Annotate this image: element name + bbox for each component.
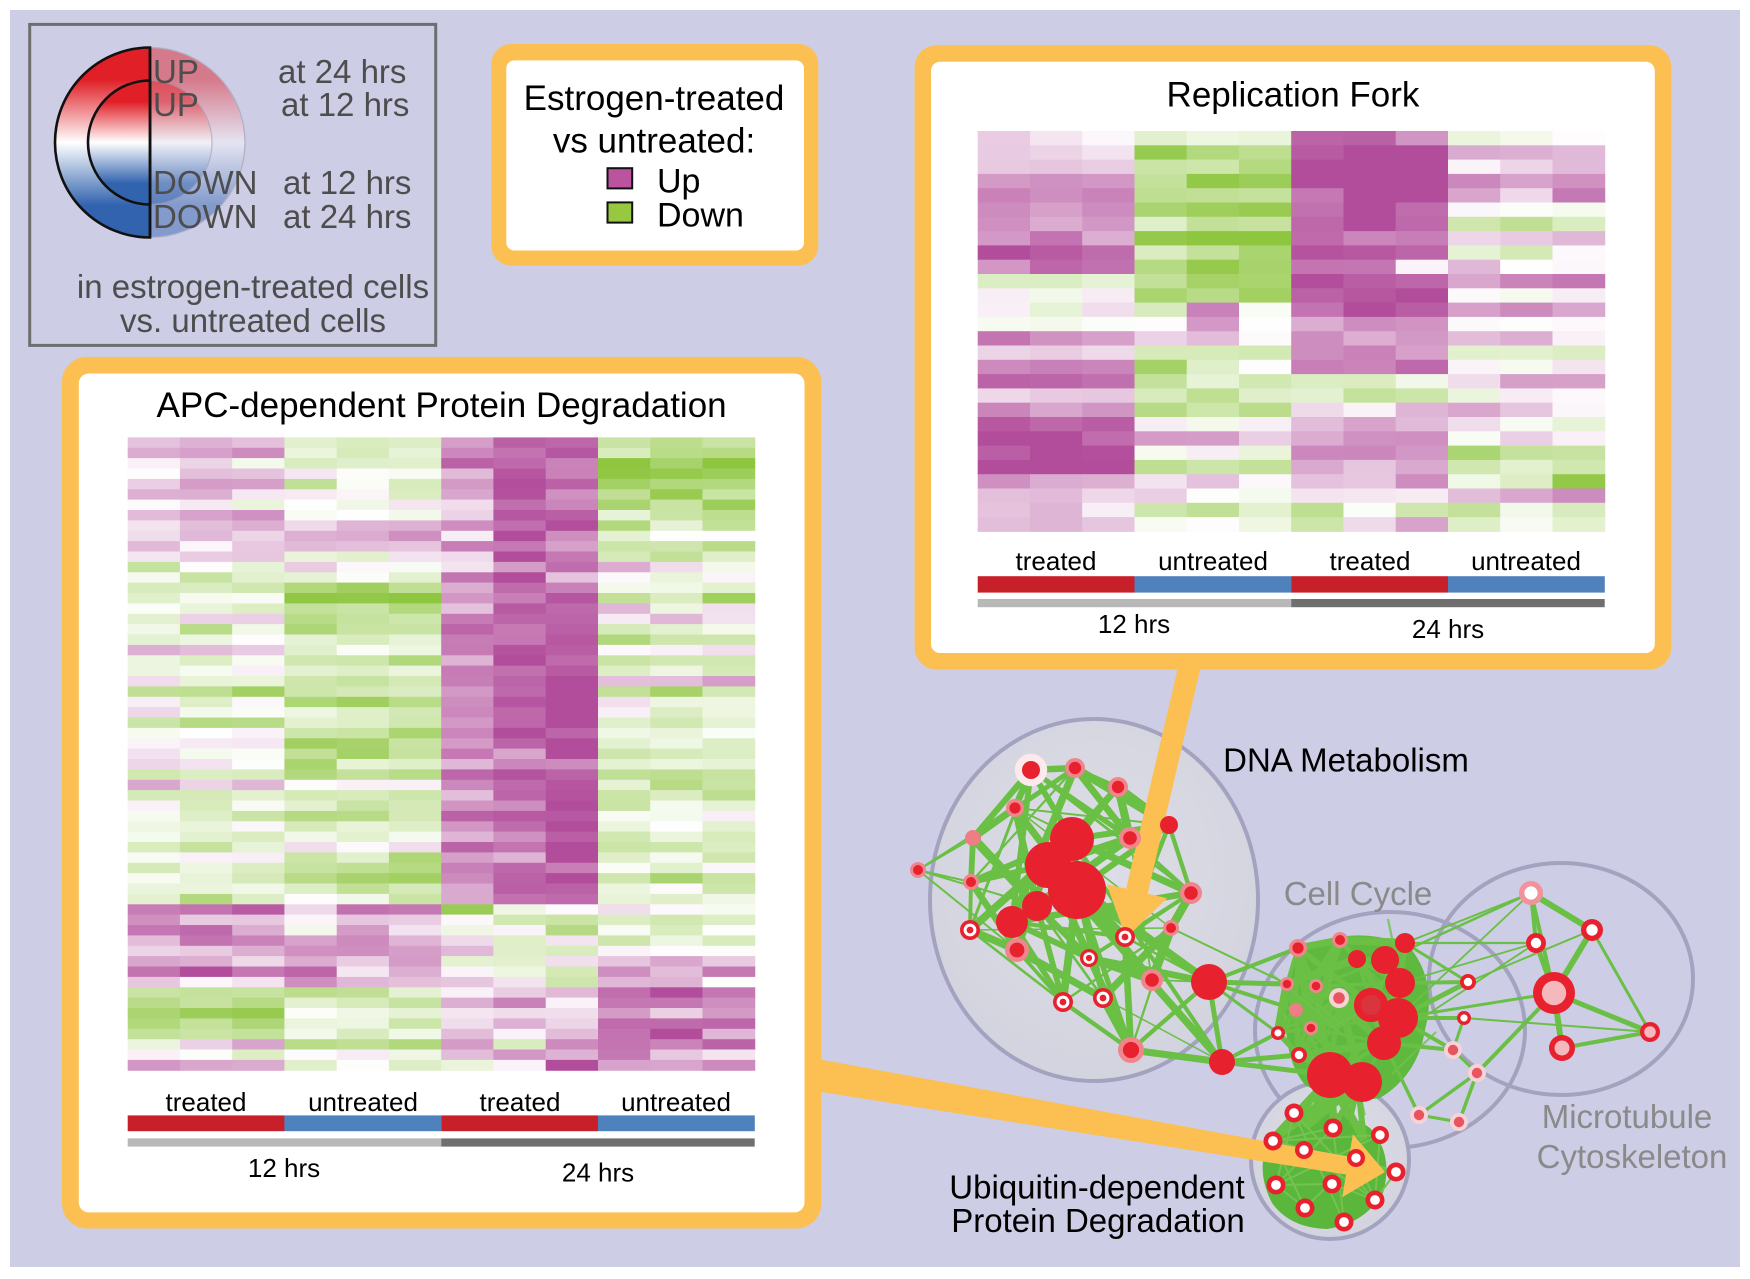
svg-text:DOWN: DOWN: [153, 198, 257, 235]
svg-text:at 24 hrs: at 24 hrs: [278, 53, 406, 90]
svg-text:Cytoskeleton: Cytoskeleton: [1537, 1138, 1728, 1175]
svg-text:UP: UP: [153, 86, 199, 123]
svg-text:untreated: untreated: [308, 1087, 418, 1117]
svg-text:Ubiquitin-dependent: Ubiquitin-dependent: [949, 1169, 1244, 1206]
svg-text:24 hrs: 24 hrs: [562, 1158, 634, 1188]
svg-text:12 hrs: 12 hrs: [1098, 609, 1170, 639]
svg-text:Cell Cycle: Cell Cycle: [1284, 875, 1433, 912]
svg-text:at 12 hrs: at 12 hrs: [283, 164, 411, 201]
svg-text:Estrogen-treated: Estrogen-treated: [524, 79, 785, 118]
svg-text:UP: UP: [153, 53, 199, 90]
svg-text:treated: treated: [1330, 546, 1411, 576]
svg-text:vs untreated:: vs untreated:: [553, 122, 755, 161]
svg-text:treated: treated: [1016, 546, 1097, 576]
svg-text:Protein Degradation: Protein Degradation: [951, 1202, 1245, 1239]
svg-text:treated: treated: [166, 1087, 247, 1117]
svg-text:in estrogen-treated cells: in estrogen-treated cells: [77, 268, 429, 305]
svg-text:24 hrs: 24 hrs: [1412, 614, 1484, 644]
svg-text:at 12 hrs: at 12 hrs: [281, 86, 409, 123]
svg-text:Down: Down: [657, 197, 744, 235]
svg-text:untreated: untreated: [1471, 546, 1581, 576]
svg-text:DOWN: DOWN: [153, 164, 257, 201]
svg-text:Replication Fork: Replication Fork: [1167, 76, 1420, 115]
svg-text:untreated: untreated: [621, 1087, 731, 1117]
svg-text:DNA Metabolism: DNA Metabolism: [1223, 741, 1469, 778]
svg-text:Up: Up: [657, 163, 700, 201]
svg-text:vs. untreated cells: vs. untreated cells: [120, 302, 386, 339]
svg-text:untreated: untreated: [1158, 546, 1268, 576]
svg-text:APC-dependent Protein Degradat: APC-dependent Protein Degradation: [157, 386, 727, 425]
svg-text:at 24 hrs: at 24 hrs: [283, 198, 411, 235]
svg-text:Microtubule: Microtubule: [1542, 1098, 1713, 1135]
svg-text:treated: treated: [480, 1087, 561, 1117]
svg-text:12 hrs: 12 hrs: [248, 1153, 320, 1183]
